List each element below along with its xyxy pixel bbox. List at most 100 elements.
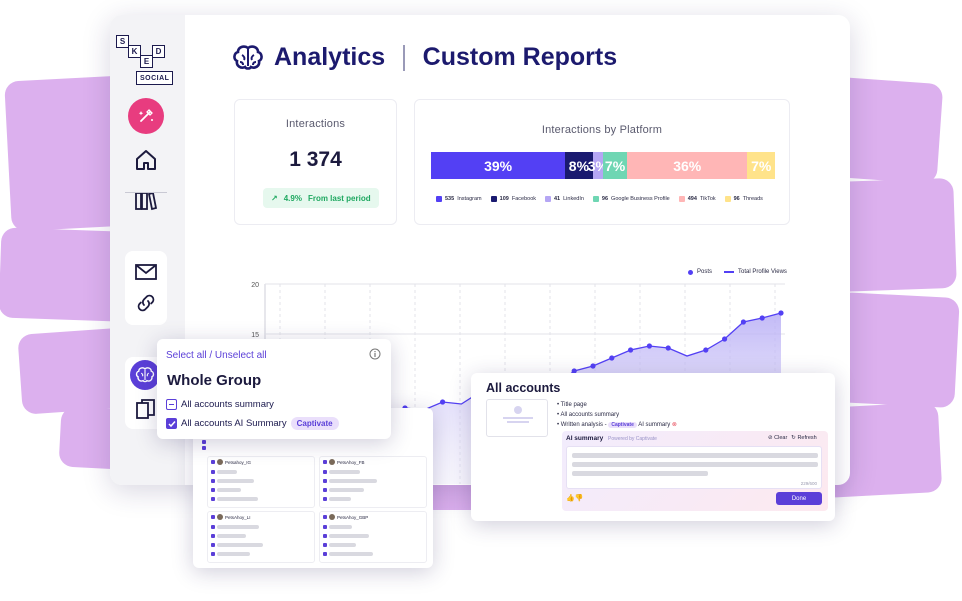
- y-tick-label: 20: [251, 282, 259, 289]
- platform-card: Interactions by Platform 39% 8% 3% 7% 36% 7% …: [414, 99, 790, 225]
- legend-swatch: [490, 196, 497, 202]
- mini-checkbox[interactable]: [202, 440, 206, 444]
- mail-icon[interactable]: [134, 260, 158, 284]
- mini-checkbox[interactable]: [323, 488, 327, 492]
- skeleton-line: [217, 487, 241, 492]
- skeleton-line: [329, 487, 364, 492]
- legend-label: Posts: [697, 269, 713, 275]
- mini-checkbox[interactable]: [211, 534, 215, 538]
- remove-icon[interactable]: ⊗: [671, 422, 677, 428]
- platform-segment: 39%: [431, 152, 566, 179]
- home-icon[interactable]: [134, 148, 158, 172]
- legend-name: TikTok: [699, 196, 716, 202]
- legend-count: 494: [687, 196, 697, 202]
- legend-swatch: [436, 196, 442, 202]
- legend-entry: 41 LinkedIn: [545, 196, 584, 202]
- thumb-line: [507, 421, 529, 423]
- legend-label: Total Profile Views: [738, 269, 787, 275]
- mini-checkbox[interactable]: [211, 525, 215, 529]
- account-box: [207, 511, 315, 563]
- data-point: [628, 347, 634, 353]
- option-label: All accounts AI Summary: [181, 418, 287, 429]
- mini-checkbox[interactable]: [323, 534, 327, 538]
- skeleton-line: [217, 469, 237, 474]
- mini-checkbox[interactable]: [323, 470, 327, 474]
- data-point: [571, 368, 577, 374]
- skeleton-line: [217, 542, 263, 547]
- interactions-card: Interactions 1 374 ↗ 4.9% From last peri…: [234, 99, 397, 225]
- account-name: PetsAhoy_FB: [337, 460, 365, 465]
- feedback-icons: 👍👎: [566, 494, 583, 502]
- copy-report-icon[interactable]: [134, 397, 158, 421]
- skeleton-line: [217, 524, 259, 529]
- link-icon[interactable]: [134, 291, 158, 315]
- data-point: [759, 315, 765, 321]
- mini-checkbox[interactable]: [323, 497, 327, 501]
- thumbs-up-icon[interactable]: 👍: [566, 495, 575, 502]
- ai-powered-label: Powered by Captivate: [608, 436, 657, 442]
- card-title: Interactions: [285, 118, 346, 130]
- group-title: Whole Group: [167, 372, 262, 389]
- analytics-nav-button[interactable]: [130, 360, 160, 390]
- skeleton-line: [329, 524, 352, 529]
- thumbs-down-icon[interactable]: 👎: [574, 495, 584, 502]
- info-icon[interactable]: [369, 348, 381, 360]
- platform-segment: 8%: [565, 152, 593, 179]
- create-post-button[interactable]: [128, 98, 164, 134]
- legend-name: Google Business Profile: [611, 196, 670, 202]
- thumb-avatar: [514, 406, 522, 414]
- platform-stacked-bar: 39% 8% 3% 7% 36% 7%: [431, 152, 775, 179]
- text-line: [572, 462, 818, 467]
- page-title: Analytics: [274, 43, 386, 71]
- option-all-accounts-summary[interactable]: All accounts summary: [166, 399, 274, 410]
- report-sections-list: • Title page • All accounts summary • Wr…: [557, 400, 677, 430]
- mini-checkbox[interactable]: [211, 479, 215, 483]
- mini-checkbox[interactable]: [202, 446, 206, 450]
- captivate-badge: Captivate: [608, 422, 637, 428]
- legend-name: Instagram: [457, 196, 482, 202]
- account-avatar: [217, 459, 223, 465]
- account-name: Petsahoy_IG: [225, 460, 252, 465]
- mini-checkbox[interactable]: [211, 488, 215, 492]
- mini-checkbox[interactable]: [211, 515, 215, 519]
- refresh-button[interactable]: ↻ Refresh: [791, 435, 817, 441]
- legend-entry: 494 TikTok: [678, 196, 716, 202]
- ai-summary-textarea[interactable]: 229/600: [566, 446, 822, 489]
- page-header: Analytics Custom Reports: [232, 43, 617, 72]
- refresh-icon: ↻: [791, 435, 796, 441]
- captivate-badge: Captivate: [290, 417, 339, 430]
- mini-checkbox[interactable]: [323, 525, 327, 529]
- logo-word: SOCIAL: [136, 71, 174, 85]
- done-button[interactable]: Done: [776, 492, 822, 505]
- account-box: [207, 456, 315, 508]
- check-icon: [167, 420, 176, 427]
- clear-button[interactable]: ⊘ Clear: [768, 435, 788, 441]
- library-icon[interactable]: [134, 189, 158, 213]
- checkbox-checked[interactable]: [166, 418, 177, 429]
- data-point: [778, 310, 784, 316]
- whole-group-popup: Select all / Unselect all Whole Group Al…: [157, 339, 391, 439]
- mini-checkbox[interactable]: [211, 552, 215, 556]
- mini-checkbox[interactable]: [323, 515, 327, 519]
- mini-checkbox[interactable]: [323, 552, 327, 556]
- mini-checkbox[interactable]: [323, 479, 327, 483]
- interactions-value: 1 374: [289, 148, 342, 171]
- checkbox-partial[interactable]: [166, 399, 177, 410]
- mini-checkbox[interactable]: [211, 470, 215, 474]
- mini-checkbox[interactable]: [211, 497, 215, 501]
- brain-icon: [135, 367, 155, 383]
- mini-checkbox[interactable]: [211, 543, 215, 547]
- option-ai-summary[interactable]: All accounts AI Summary Captivate: [166, 417, 339, 430]
- select-all-link[interactable]: Select all / Unselect all: [166, 350, 267, 361]
- skeleton-line: [329, 533, 369, 538]
- platform-segment: 36%: [627, 152, 748, 179]
- mini-checkbox[interactable]: [323, 460, 327, 464]
- skeleton-line: [329, 478, 377, 483]
- legend-entry: 109 Facebook: [490, 196, 536, 202]
- thumb-line: [503, 417, 533, 419]
- mini-checkbox[interactable]: [211, 460, 215, 464]
- list-item: • All accounts summary: [557, 412, 620, 418]
- clear-icon: ⊘: [768, 435, 773, 441]
- magic-wand-icon: [138, 109, 153, 122]
- mini-checkbox[interactable]: [323, 543, 327, 547]
